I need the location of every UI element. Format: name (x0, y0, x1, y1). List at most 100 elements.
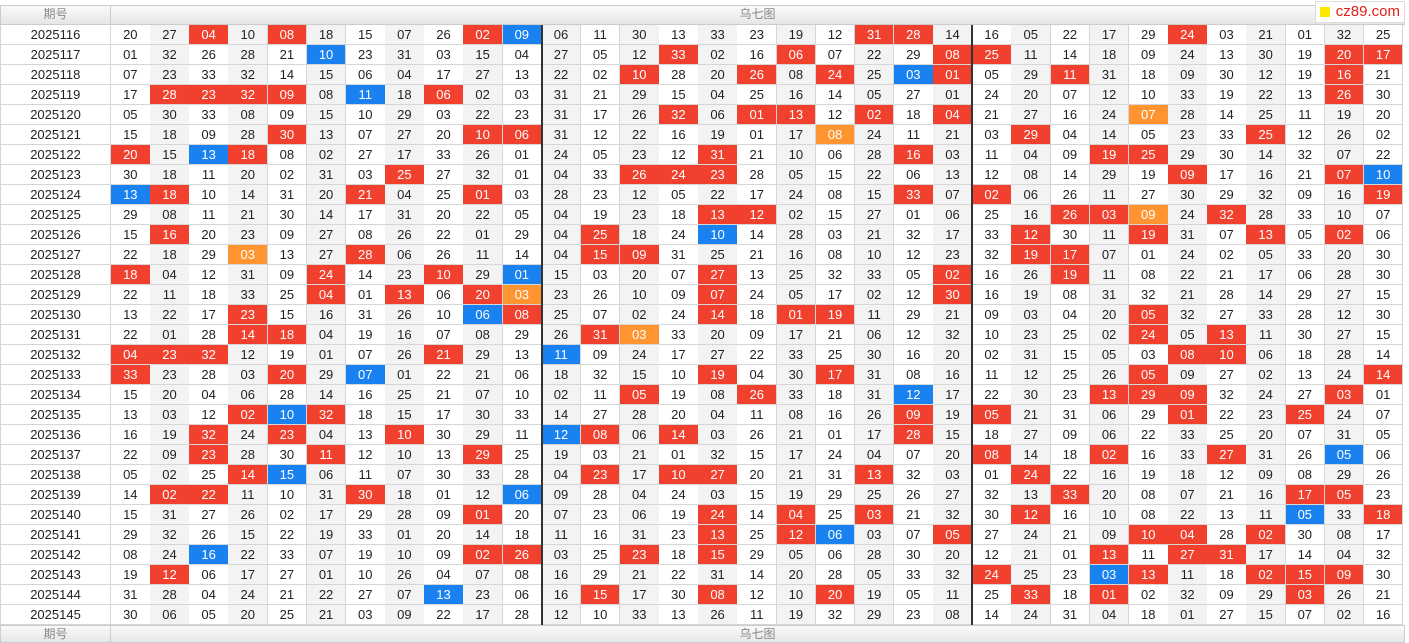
number-cell: 18 (385, 485, 425, 505)
number-cell: 08 (815, 185, 856, 205)
number-cell: 17 (1089, 25, 1130, 45)
number-cell: 06 (1089, 425, 1130, 445)
number-cell: 14 (228, 465, 269, 485)
number-cell: 25 (854, 485, 895, 505)
number-cell: 14 (463, 525, 503, 545)
number-cell: 14 (1207, 105, 1247, 125)
number-cell: 10 (306, 45, 347, 65)
number-cell: 32 (1246, 185, 1286, 205)
number-cell: 19 (1285, 65, 1326, 85)
number-cell: 21 (228, 205, 269, 225)
number-cell: 04 (698, 405, 738, 425)
number-cell: 02 (1089, 445, 1130, 465)
number-cell: 31 (1207, 545, 1247, 565)
number-cell: 01 (972, 465, 1012, 485)
number-cell: 30 (111, 165, 151, 185)
number-cell: 19 (776, 605, 817, 625)
number-cell: 26 (424, 25, 464, 45)
number-cell: 19 (345, 325, 386, 345)
number-cell: 03 (933, 145, 973, 165)
number-cell: 06 (619, 425, 660, 445)
number-cell: 21 (972, 105, 1012, 125)
number-cell: 15 (345, 25, 386, 45)
number-cell: 03 (1324, 385, 1365, 405)
number-cell: 12 (1246, 65, 1286, 85)
number-cell: 19 (1011, 285, 1052, 305)
number-cell: 32 (894, 465, 934, 485)
number-cell: 24 (1011, 605, 1052, 625)
number-cell: 01 (463, 225, 503, 245)
number-cell: 17 (619, 585, 660, 605)
section-divider (971, 25, 974, 625)
number-cell: 09 (972, 305, 1012, 325)
number-cell: 27 (1285, 385, 1326, 405)
number-cell: 05 (972, 405, 1012, 425)
number-cell: 08 (1128, 265, 1169, 285)
number-cell: 08 (228, 105, 269, 125)
number-cell: 28 (894, 25, 934, 45)
number-cell: 28 (1207, 285, 1247, 305)
number-cell: 04 (698, 85, 738, 105)
number-cell: 11 (228, 485, 269, 505)
number-cell: 26 (541, 325, 582, 345)
number-cell: 14 (228, 325, 269, 345)
number-cell: 14 (737, 225, 778, 245)
number-cell: 10 (502, 385, 543, 405)
number-cell: 21 (1011, 545, 1052, 565)
number-cell: 33 (894, 565, 934, 585)
number-cell: 09 (1050, 425, 1091, 445)
number-cell: 23 (267, 425, 308, 445)
number-cell: 22 (1207, 405, 1247, 425)
number-cell: 16 (1050, 505, 1091, 525)
number-cell: 04 (150, 265, 190, 285)
number-cell: 09 (1207, 585, 1247, 605)
number-cell: 17 (1246, 545, 1286, 565)
number-cell: 10 (228, 25, 269, 45)
number-cell: 04 (111, 345, 151, 365)
number-cell: 14 (1246, 285, 1286, 305)
number-cell: 26 (1324, 585, 1365, 605)
number-cell: 32 (306, 405, 347, 425)
number-cell: 16 (541, 565, 582, 585)
number-cell: 02 (933, 265, 973, 285)
number-cell: 25 (267, 605, 308, 625)
number-cell: 18 (345, 405, 386, 425)
number-cell: 02 (463, 25, 503, 45)
number-cell: 30 (1363, 305, 1404, 325)
number-cell: 21 (424, 385, 464, 405)
number-cell: 30 (776, 365, 817, 385)
number-cell: 05 (659, 185, 699, 205)
number-cell: 02 (267, 505, 308, 525)
number-cell: 11 (189, 205, 229, 225)
number-cell: 02 (463, 85, 503, 105)
number-cell: 09 (894, 405, 934, 425)
number-cell: 14 (111, 485, 151, 505)
number-cell: 19 (815, 305, 856, 325)
number-cell: 20 (815, 585, 856, 605)
number-cell: 24 (619, 345, 660, 365)
number-cell: 01 (502, 165, 543, 185)
period-cell: 2025129 (0, 285, 111, 305)
number-cell: 20 (424, 205, 464, 225)
number-cell: 01 (1089, 585, 1130, 605)
number-cell: 02 (972, 345, 1012, 365)
number-cell: 20 (424, 525, 464, 545)
number-cell: 05 (580, 145, 621, 165)
number-cell: 20 (228, 605, 269, 625)
number-cell: 22 (619, 125, 660, 145)
number-cell: 07 (894, 445, 934, 465)
number-cell: 24 (228, 425, 269, 445)
number-cell: 16 (1050, 105, 1091, 125)
number-cell: 17 (580, 105, 621, 125)
number-cell: 15 (933, 425, 973, 445)
number-cell: 33 (345, 525, 386, 545)
number-cell: 29 (1324, 465, 1365, 485)
number-cell: 06 (463, 305, 503, 325)
number-cell: 30 (1363, 565, 1404, 585)
number-cell: 03 (854, 525, 895, 545)
number-cell: 11 (894, 125, 934, 145)
number-cell: 27 (541, 45, 582, 65)
period-cell: 2025141 (0, 525, 111, 545)
number-cell: 33 (189, 65, 229, 85)
number-cell: 25 (972, 585, 1012, 605)
